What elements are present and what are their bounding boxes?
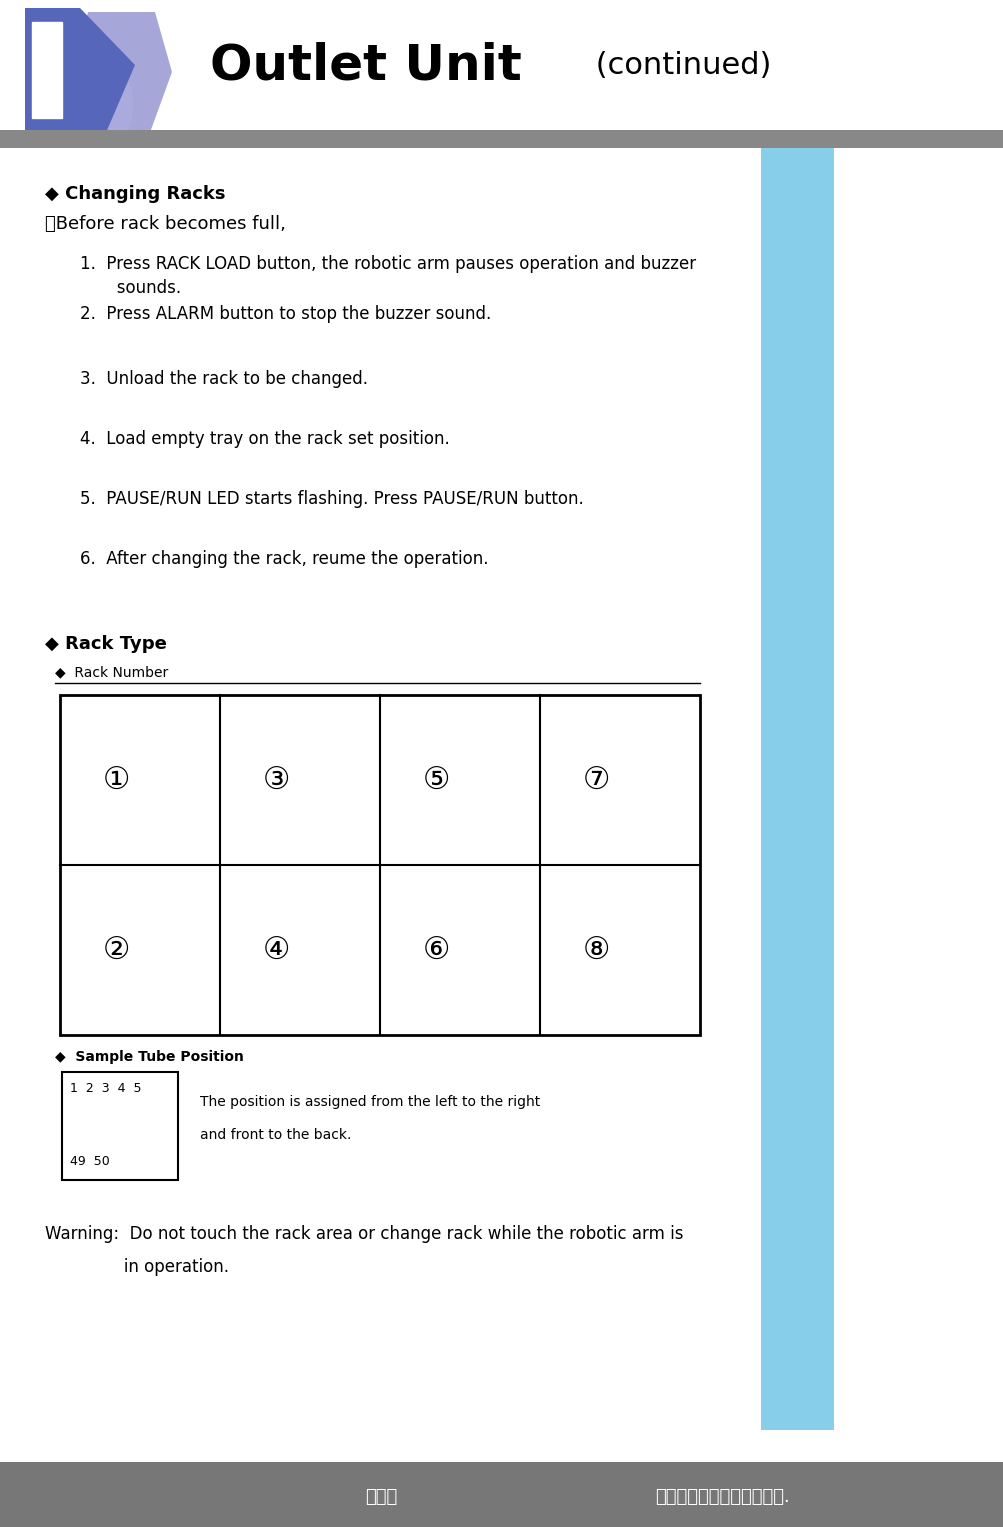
Polygon shape bbox=[25, 8, 134, 134]
Bar bbox=[60, 695, 699, 1035]
Text: 6.  After changing the rack, reume the operation.: 6. After changing the rack, reume the op… bbox=[80, 550, 488, 568]
Polygon shape bbox=[25, 111, 80, 145]
Text: ◆  Rack Number: ◆ Rack Number bbox=[55, 664, 169, 680]
Text: ◆  Sample Tube Position: ◆ Sample Tube Position bbox=[55, 1051, 244, 1064]
Text: 49  50: 49 50 bbox=[70, 1154, 109, 1168]
Text: in operation.: in operation. bbox=[45, 1258, 229, 1277]
Text: ⑧: ⑧ bbox=[582, 936, 609, 965]
Polygon shape bbox=[72, 12, 172, 137]
Text: ⑥: ⑥ bbox=[422, 936, 449, 965]
Text: The position is assigned from the left to the right: The position is assigned from the left t… bbox=[200, 1095, 540, 1109]
Text: ④: ④ bbox=[262, 936, 290, 965]
Text: ◆ Rack Type: ◆ Rack Type bbox=[45, 635, 166, 654]
Bar bbox=[0, 1461, 1003, 1527]
Ellipse shape bbox=[91, 66, 133, 145]
Bar bbox=[760, 148, 833, 1429]
Text: (continued): (continued) bbox=[586, 50, 771, 79]
Text: Warning:  Do not touch the rack area or change rack while the robotic arm is: Warning: Do not touch the rack area or c… bbox=[45, 1225, 683, 1243]
Text: ⑤: ⑤ bbox=[422, 765, 449, 794]
Bar bbox=[62, 1072, 178, 1180]
Text: ③: ③ bbox=[262, 765, 290, 794]
Bar bbox=[0, 130, 1003, 148]
Text: ②: ② bbox=[102, 936, 129, 965]
Text: （Before rack becomes full,: （Before rack becomes full, bbox=[45, 215, 286, 234]
Text: and front to the back.: and front to the back. bbox=[200, 1128, 351, 1142]
Text: 1  2  3  4  5: 1 2 3 4 5 bbox=[70, 1083, 141, 1095]
Text: Ｃ－９: Ｃ－９ bbox=[365, 1487, 397, 1506]
Text: 4.  Load empty tray on the rack set position.: 4. Load empty tray on the rack set posit… bbox=[80, 431, 449, 447]
Text: ◆ Changing Racks: ◆ Changing Racks bbox=[45, 185, 226, 203]
Text: Outlet Unit: Outlet Unit bbox=[210, 41, 522, 89]
Text: 2.  Press ALARM button to stop the buzzer sound.: 2. Press ALARM button to stop the buzzer… bbox=[80, 305, 490, 324]
Text: ①: ① bbox=[102, 765, 129, 794]
Text: ＩＤＳ　Ｃｏ。，Ｌｔｄ　.: ＩＤＳ Ｃｏ。，Ｌｔｄ . bbox=[655, 1487, 789, 1506]
Text: 1.  Press RACK LOAD button, the robotic arm pauses operation and buzzer
       s: 1. Press RACK LOAD button, the robotic a… bbox=[80, 255, 695, 296]
Polygon shape bbox=[32, 21, 62, 118]
Text: 3.  Unload the rack to be changed.: 3. Unload the rack to be changed. bbox=[80, 370, 368, 388]
Text: ⑦: ⑦ bbox=[582, 765, 609, 794]
Text: 5.  PAUSE/RUN LED starts flashing. Press PAUSE/RUN button.: 5. PAUSE/RUN LED starts flashing. Press … bbox=[80, 490, 583, 508]
